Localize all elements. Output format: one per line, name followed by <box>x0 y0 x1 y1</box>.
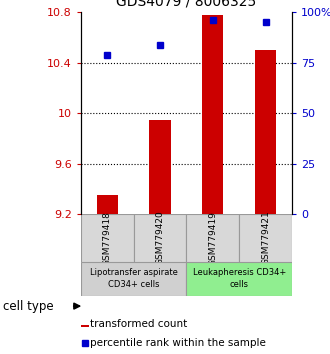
Text: GSM779418: GSM779418 <box>103 211 112 266</box>
Text: transformed count: transformed count <box>90 319 187 329</box>
Bar <box>186 214 239 262</box>
Bar <box>255 50 276 214</box>
Bar <box>202 15 223 214</box>
Text: cell type: cell type <box>3 299 54 313</box>
Text: GSM779419: GSM779419 <box>208 211 217 266</box>
Bar <box>134 214 186 262</box>
Bar <box>149 120 171 214</box>
Text: Lipotransfer aspirate
CD34+ cells: Lipotransfer aspirate CD34+ cells <box>90 268 178 289</box>
Title: GDS4079 / 8006325: GDS4079 / 8006325 <box>116 0 257 8</box>
Text: percentile rank within the sample: percentile rank within the sample <box>90 338 266 348</box>
Bar <box>81 214 134 262</box>
Bar <box>81 325 89 327</box>
Text: GSM779420: GSM779420 <box>155 211 165 266</box>
Bar <box>97 195 118 214</box>
Text: GSM779421: GSM779421 <box>261 211 270 266</box>
Bar <box>186 262 292 296</box>
Bar <box>81 262 186 296</box>
Text: Leukapheresis CD34+
cells: Leukapheresis CD34+ cells <box>193 268 286 289</box>
Bar <box>239 214 292 262</box>
